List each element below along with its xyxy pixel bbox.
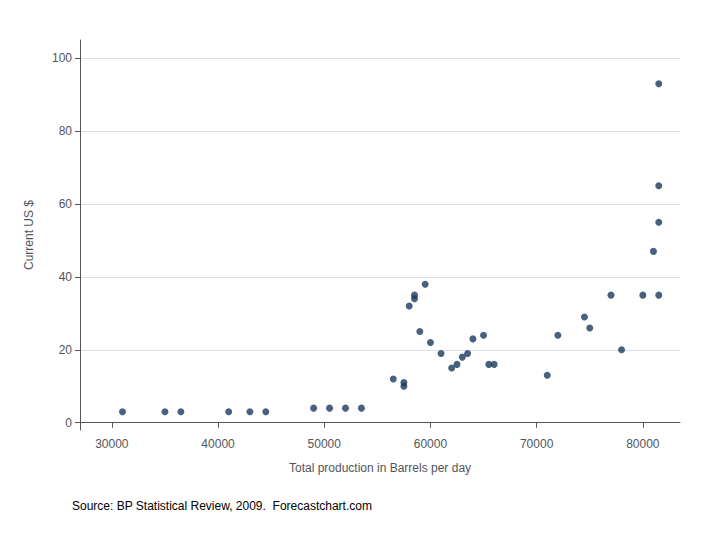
svg-text:80000: 80000	[626, 437, 660, 451]
svg-text:Total production in Barrels pe: Total production in Barrels per day	[289, 461, 471, 475]
svg-text:Source: BP Statistical Review,: Source: BP Statistical Review, 2009. For…	[72, 499, 372, 513]
svg-text:40: 40	[59, 270, 73, 284]
svg-text:20: 20	[59, 343, 73, 357]
svg-text:30000: 30000	[95, 437, 129, 451]
svg-text:100: 100	[52, 51, 72, 65]
svg-text:50000: 50000	[308, 437, 342, 451]
svg-text:40000: 40000	[201, 437, 235, 451]
svg-text:70000: 70000	[520, 437, 554, 451]
svg-text:60000: 60000	[414, 437, 448, 451]
svg-text:0: 0	[65, 416, 72, 430]
svg-text:60: 60	[59, 197, 73, 211]
svg-text:Current US $: Current US $	[22, 200, 36, 270]
svg-text:80: 80	[59, 124, 73, 138]
